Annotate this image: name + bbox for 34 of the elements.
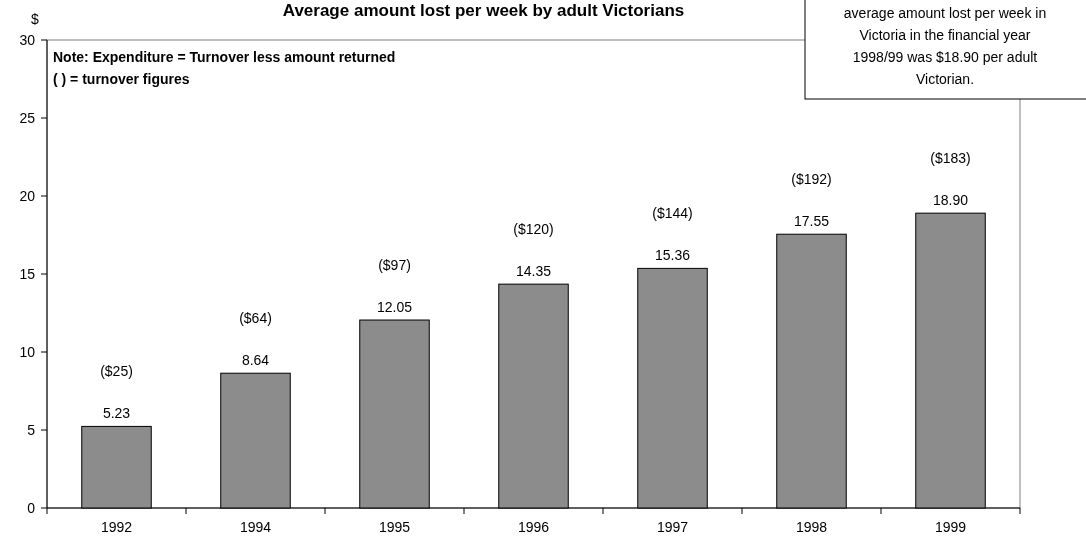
data-label: 17.55	[793, 213, 830, 230]
y-tick-label: 25	[19, 109, 36, 126]
annotation: ($64)	[239, 310, 272, 327]
y-tick-label: 30	[19, 31, 36, 48]
annotation: ( ) = turnover figures	[53, 71, 190, 87]
data-label: 18.90	[932, 192, 969, 209]
x-tick-label: 1995	[378, 519, 411, 535]
x-tick-label: 1994	[239, 519, 272, 535]
data-label: 15.36	[654, 247, 691, 264]
data-label: 8.64	[241, 352, 270, 369]
data-label: 12.05	[376, 299, 413, 316]
annotation: ($97)	[378, 257, 411, 274]
x-tick-label: 1997	[656, 519, 689, 535]
annotation: ($183)	[930, 150, 971, 167]
annotation: Note: Expenditure = Turnover less amount returned	[53, 49, 396, 65]
y-tick-label: 15	[19, 265, 36, 282]
annotation: ($25)	[100, 363, 133, 380]
note-box: average amount lost per week in Victoria in the financial year 1998/99 was $18.90 per adult Victorian.	[804, 0, 1086, 100]
annotation: ($144)	[652, 205, 693, 222]
x-tick-label: 1996	[517, 519, 550, 535]
chart-title: Average amount lost per week by adult Victorians	[282, 1, 685, 20]
y-tick-label: 10	[19, 343, 36, 360]
y-tick-label: 5	[27, 421, 36, 438]
y-tick-label: 0	[27, 499, 36, 516]
annotation: average amount lost per week in Victoria in the financial year 1998/99 was $18.90 per adult Victorian.	[843, 5, 1047, 87]
x-tick-label: 1999	[934, 519, 967, 535]
annotation: ($120)	[513, 221, 554, 238]
x-tick-label: 1992	[100, 519, 133, 535]
data-label: 5.23	[102, 405, 131, 422]
y-axis-title: $	[31, 11, 40, 27]
data-label: 14.35	[515, 263, 552, 280]
x-tick-label: 1998	[795, 519, 828, 535]
y-tick-label: 20	[19, 187, 36, 204]
annotation: ($192)	[791, 171, 832, 188]
